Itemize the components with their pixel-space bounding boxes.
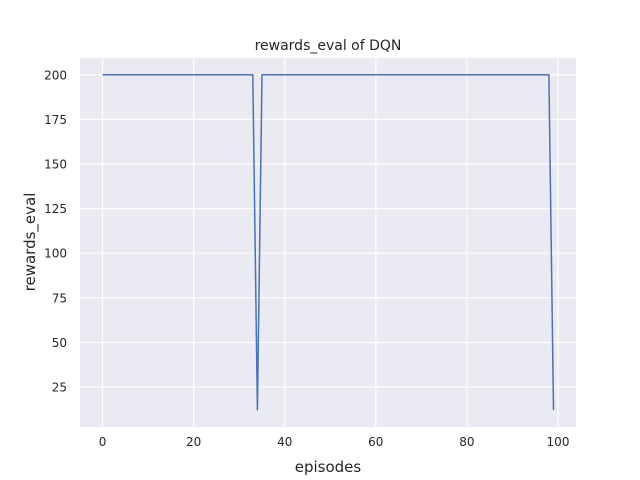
y-axis-label: rewards_eval [21, 193, 40, 292]
x-tick-label: 20 [186, 435, 201, 449]
chart-title: rewards_eval of DQN [255, 38, 402, 54]
plot-background [80, 58, 576, 427]
x-tick-label: 0 [99, 435, 107, 449]
y-tick-label: 75 [52, 291, 67, 305]
x-axis-label: episodes [295, 458, 362, 476]
y-tick-label: 200 [44, 68, 67, 82]
x-tick-label: 80 [459, 435, 474, 449]
y-tick-label: 25 [52, 381, 67, 395]
tick-labels: 0 20 40 60 80 100 25 50 75 100 125 150 175 200 [44, 68, 569, 449]
x-tick-label: 60 [368, 435, 383, 449]
x-tick-label: 40 [277, 435, 292, 449]
y-tick-label: 175 [44, 113, 67, 127]
y-tick-label: 150 [44, 157, 67, 171]
y-tick-label: 50 [52, 336, 67, 350]
y-tick-label: 100 [44, 247, 67, 261]
series-line [102, 74, 555, 411]
y-tick-label: 125 [44, 202, 67, 216]
x-tick-label: 100 [547, 435, 570, 449]
